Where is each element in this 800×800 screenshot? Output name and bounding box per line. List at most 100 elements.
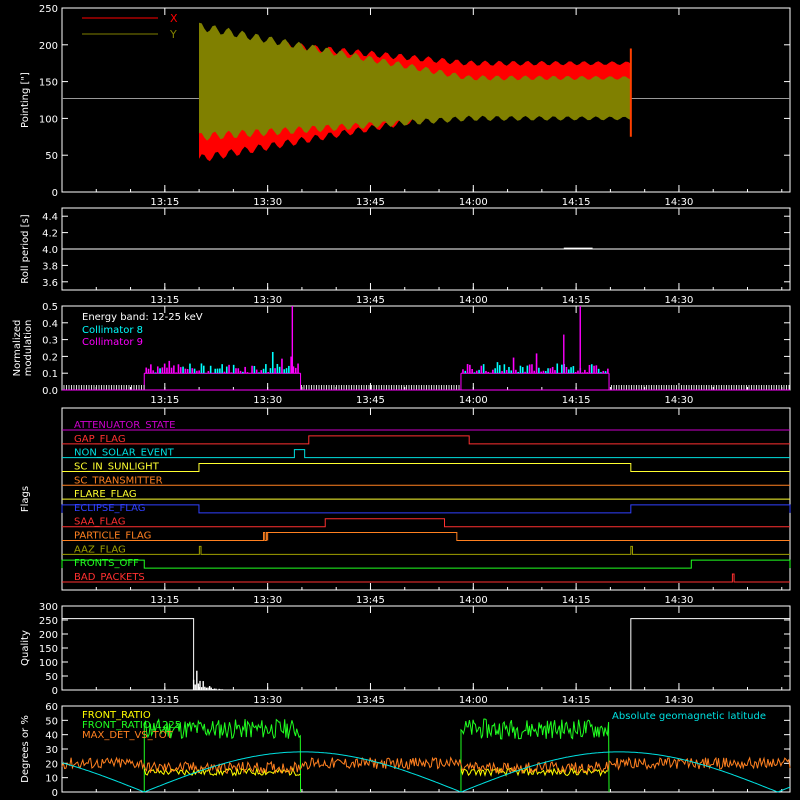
y-tick-label: 150: [39, 78, 58, 89]
y-axis-label-line: modulation: [23, 320, 34, 377]
panel-roll: Roll period [s] 3.6 3.8 4.0 4.2 4.4 13:15 13:30…: [20, 207, 791, 306]
x-tick-label: 13:30: [253, 695, 282, 706]
panel-modulation: Normalizedmodulation 0.0 0.1 0.2 0.3 0.4 0.5 13…: [12, 302, 791, 406]
flag-label: GAP_FLAG: [74, 434, 126, 445]
x-tick-label: 13:30: [253, 395, 282, 406]
y-tick-label: 0.1: [42, 369, 58, 380]
y-tick-label: 0: [52, 188, 58, 199]
flag-label: SAA_FLAG: [74, 517, 125, 528]
legend-label: FRONT_RATIO: [82, 710, 151, 721]
flag-line: [62, 462, 790, 472]
flag-label: SC_TRANSMITTER: [74, 475, 163, 486]
y-tick-label: 0: [52, 686, 58, 697]
panel-ratios: Degrees or % 0 10 20 30 40 50 60 FRONT_RATIOFRON…: [20, 702, 791, 799]
legend-label: Collimator 8: [82, 325, 143, 336]
x-tick-label: 13:45: [356, 197, 385, 208]
panel-quality: Quality 0 50 100 150 200 250 300 13:15 13:30 13:45…: [20, 602, 791, 706]
flag-line: [62, 449, 790, 459]
panel-flags: Flags 13:15 13:30 13:45 14:00 14:15 14:30 ATTEN…: [20, 407, 791, 606]
flag-label: ATTENUATOR_STATE: [74, 420, 175, 431]
y-axis-label: Pointing ["]: [20, 72, 31, 128]
y-tick-label: 30: [45, 745, 58, 756]
y-tick-label: 20: [45, 759, 58, 770]
flag-label: ECLIPSE_FLAG: [74, 503, 145, 514]
x-tick-label: 14:00: [459, 197, 488, 208]
y-tick-label: 250: [39, 616, 58, 627]
y-tick-label: 50: [45, 672, 58, 683]
y-tick-label: 0.5: [42, 302, 58, 313]
front-ratio-1225-line: [460, 718, 610, 793]
y-axis-label: Roll period [s]: [20, 214, 31, 283]
max-det-vs-tot-line: [61, 756, 791, 775]
y-tick-label: 4.2: [42, 229, 58, 240]
y-tick-label: 40: [45, 731, 58, 742]
quality-level: [61, 618, 195, 690]
y-tick-label: 0: [52, 788, 58, 799]
y-tick-label: 300: [39, 602, 58, 613]
x-tick-label: 13:15: [150, 595, 179, 606]
x-tick-label: 13:30: [253, 595, 282, 606]
y-tick-label: 0.3: [42, 336, 58, 347]
legend-title: Energy band: 12-25 keV: [82, 312, 203, 323]
y-tick-label: 0.0: [42, 386, 58, 397]
x-tick-label: 13:15: [150, 197, 179, 208]
x-tick-label: 13:30: [253, 295, 282, 306]
y-tick-label: 250: [39, 4, 58, 15]
x-tick-label: 14:00: [459, 395, 488, 406]
flag-line: [62, 435, 790, 445]
legend-label: Y: [169, 28, 177, 41]
y-tick-label: 0.4: [42, 319, 58, 330]
geomagnetic-latitude-line: [61, 751, 791, 793]
flag-line: [62, 532, 790, 542]
flag-label: AAZ_FLAG: [74, 544, 126, 555]
y-axis-label: Normalizedmodulation: [12, 320, 34, 377]
x-tick-label: 14:30: [665, 197, 694, 208]
y-tick-label: 0.2: [42, 352, 58, 363]
flag-label: FLARE_FLAG: [74, 489, 137, 500]
x-tick-label: 14:30: [665, 595, 694, 606]
x-tick-label: 13:15: [150, 695, 179, 706]
front-ratio-1225-line: [143, 718, 302, 793]
y-axis-label: Flags: [20, 486, 31, 512]
legend-label: Absolute geomagnetic latitude: [612, 711, 766, 722]
x-tick-label: 13:45: [356, 395, 385, 406]
y-tick-label: 200: [39, 630, 58, 641]
x-tick-label: 14:00: [459, 295, 488, 306]
y-tick-label: 150: [39, 644, 58, 655]
x-tick-label: 13:15: [150, 395, 179, 406]
flag-line: [62, 545, 790, 555]
x-tick-label: 13:30: [253, 197, 282, 208]
flag-label: NON_SOLAR_EVENT: [74, 448, 175, 459]
y-tick-label: 4.4: [42, 212, 58, 223]
x-tick-label: 14:00: [459, 695, 488, 706]
y-tick-label: 10: [45, 774, 58, 785]
y-tick-label: 100: [39, 114, 58, 125]
flag-label: FRONTS_OFF: [74, 558, 139, 569]
quality-level: [630, 618, 791, 690]
y-tick-label: 3.8: [42, 261, 58, 272]
y-axis-label: Degrees or %: [20, 715, 31, 783]
x-tick-label: 14:15: [562, 395, 591, 406]
pointing-series-y: [199, 22, 631, 141]
x-tick-label: 14:30: [665, 395, 694, 406]
y-tick-label: 200: [39, 41, 58, 52]
x-tick-label: 14:30: [665, 295, 694, 306]
plot-frame: [61, 7, 791, 193]
y-tick-label: 50: [45, 716, 58, 727]
legend-label: MAX_DET_VS_TOT: [82, 730, 174, 741]
y-axis-label: Quality: [20, 630, 31, 666]
flag-label: SC_IN_SUNLIGHT: [74, 461, 160, 472]
flag-label: PARTICLE_FLAG: [74, 531, 151, 542]
y-tick-label: 50: [45, 151, 58, 162]
x-tick-label: 14:15: [562, 197, 591, 208]
x-tick-label: 14:15: [562, 295, 591, 306]
x-tick-label: 14:15: [562, 695, 591, 706]
x-tick-label: 14:00: [459, 595, 488, 606]
x-tick-label: 13:15: [150, 295, 179, 306]
y-axis-label-line: Normalized: [12, 320, 23, 377]
flag-label: BAD_PACKETS: [74, 572, 145, 583]
flag-line: [61, 504, 791, 514]
